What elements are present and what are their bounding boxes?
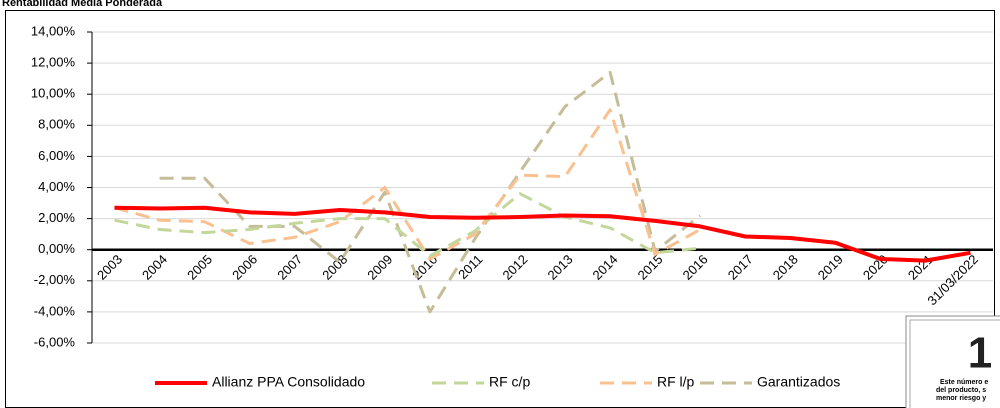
- badge-inner: [909, 319, 1000, 408]
- y-tick-label: 0,00%: [38, 241, 75, 256]
- series-line: [114, 108, 701, 261]
- x-tick-label: 2012: [499, 252, 530, 283]
- y-tick-label: 10,00%: [31, 86, 76, 101]
- y-tick-label: 12,00%: [31, 55, 76, 70]
- x-tick-label: 2014: [590, 252, 621, 283]
- x-tick-label: 2016: [680, 252, 711, 283]
- series-line: [114, 192, 701, 258]
- badge-number: 1: [968, 329, 992, 378]
- y-tick-label: -4,00%: [34, 303, 76, 318]
- x-tick-label: 2007: [274, 252, 305, 283]
- y-tick-label: 8,00%: [38, 117, 75, 132]
- y-tick-label: -2,00%: [34, 272, 76, 287]
- y-tick-label: 6,00%: [38, 148, 75, 163]
- x-tick-label: 2021: [905, 252, 936, 283]
- x-tick-label: 2009: [364, 252, 395, 283]
- series-line: [159, 70, 702, 314]
- badge-text: Este número e: [940, 379, 988, 386]
- x-tick-label: 2013: [545, 252, 576, 283]
- badge-text: del producto, s: [936, 387, 986, 394]
- legend-label: RF l/p: [657, 374, 695, 390]
- legend-label: RF c/p: [489, 374, 530, 390]
- x-tick-label: 2018: [770, 252, 801, 283]
- risk-badge: 1 Este número e del producto, s menor ri…: [905, 315, 1000, 408]
- x-tick-label: 2005: [184, 252, 215, 283]
- y-tick-label: 14,00%: [31, 23, 76, 38]
- x-tick-label: 2011: [455, 252, 485, 282]
- x-tick-label: 2006: [229, 252, 260, 283]
- x-tick-label: 2019: [815, 252, 846, 283]
- series-line: [114, 205, 971, 263]
- legend-label: Allianz PPA Consolidado: [212, 374, 365, 390]
- chart-title: Rentabilidad Media Ponderada: [2, 0, 163, 9]
- y-tick-label: 4,00%: [38, 179, 75, 194]
- legend-label: Garantizados: [757, 374, 840, 390]
- x-tick-label: 2017: [725, 252, 756, 283]
- y-tick-label: -6,00%: [34, 334, 76, 349]
- x-tick-label: 2003: [94, 252, 125, 283]
- x-tick-label: 2004: [139, 252, 170, 283]
- badge-text: menor riesgo y: [936, 395, 986, 402]
- y-tick-label: 2,00%: [38, 210, 75, 225]
- x-tick-label: 2015: [635, 252, 666, 283]
